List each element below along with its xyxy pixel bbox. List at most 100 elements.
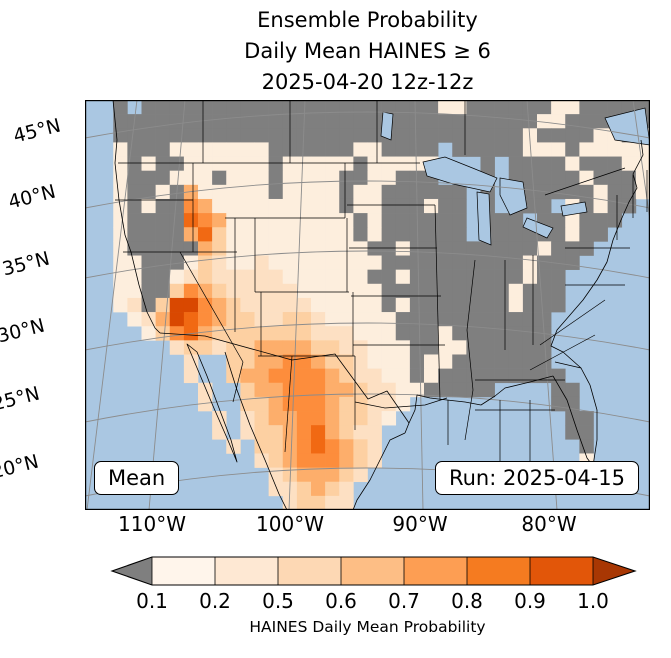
prob-cell <box>424 354 439 369</box>
prob-cell <box>494 213 510 228</box>
prob-cell <box>522 170 538 186</box>
prob-cell <box>480 156 495 171</box>
prob-cell <box>353 340 368 355</box>
prob-cell <box>438 227 453 242</box>
prob-cell <box>296 340 312 355</box>
prob-cell <box>325 198 340 214</box>
map-frame <box>85 100 650 510</box>
prob-cell <box>494 114 510 129</box>
prob-cell <box>551 382 566 398</box>
prob-cell <box>593 184 608 200</box>
prob-cell <box>226 100 241 115</box>
prob-cell <box>226 198 241 214</box>
prob-cell <box>226 255 241 270</box>
prob-cell <box>508 142 524 157</box>
prob-cell <box>282 368 298 384</box>
mexico-gulf-coast <box>352 432 406 510</box>
prob-cell <box>296 467 312 483</box>
graticule <box>85 100 650 510</box>
prob-cell <box>353 170 368 186</box>
prob-cell <box>198 156 213 171</box>
prob-cell <box>381 156 397 171</box>
prob-cell <box>212 340 227 355</box>
prob-cell <box>339 425 354 440</box>
prob-cell <box>593 100 608 115</box>
prob-cell <box>424 312 439 327</box>
prob-cell <box>325 227 340 242</box>
prob-cell <box>212 128 227 143</box>
prob-cell <box>381 198 397 214</box>
prob-cell <box>424 269 439 285</box>
prob-cell <box>296 227 312 242</box>
prob-cell <box>508 156 524 171</box>
prob-cell <box>438 354 453 369</box>
prob-cell <box>183 198 199 214</box>
prob-cell <box>551 156 566 171</box>
prob-cell <box>268 100 284 115</box>
prob-cell <box>579 184 594 200</box>
prob-cell <box>565 128 580 143</box>
prob-cell <box>268 340 284 355</box>
prob-cell <box>226 213 241 228</box>
prob-cell <box>522 156 538 171</box>
prob-cell <box>522 326 538 341</box>
prob-cell <box>438 241 453 256</box>
prob-cell <box>621 170 637 186</box>
lat-tick-label: 20°N <box>0 450 41 484</box>
prob-cell <box>339 312 354 327</box>
prob-cell <box>381 227 397 242</box>
prob-cell <box>409 326 425 341</box>
prob-cell <box>268 184 284 200</box>
prob-cell <box>395 156 411 171</box>
prob-cell <box>198 213 213 228</box>
prob-cell <box>226 142 241 157</box>
prob-cell <box>127 269 142 285</box>
prob-cell <box>381 312 397 327</box>
prob-cell <box>240 312 255 327</box>
prob-cell <box>169 156 185 171</box>
prob-cell <box>367 255 382 270</box>
prob-cell <box>353 326 368 341</box>
prob-cell <box>551 297 566 313</box>
prob-cell <box>395 368 411 384</box>
prob-cell <box>268 481 284 497</box>
prob-cell <box>127 170 142 186</box>
colorbar-under-arrow <box>112 557 152 585</box>
prob-cell <box>409 114 425 129</box>
prob-cell <box>296 184 312 200</box>
colorbar-tick-label: 0.9 <box>514 589 546 613</box>
prob-cell <box>141 326 156 341</box>
prob-cell <box>169 170 185 186</box>
prob-cell <box>381 241 397 256</box>
prob-cell <box>296 255 312 270</box>
prob-cell <box>367 156 382 171</box>
prob-cell <box>381 368 397 384</box>
prob-cell <box>579 114 594 129</box>
prob-cell <box>551 396 566 412</box>
prob-cell <box>494 340 510 355</box>
prob-cell <box>198 283 213 299</box>
prob-cell <box>311 227 326 242</box>
prob-cell <box>353 453 368 468</box>
prob-cell <box>254 326 269 341</box>
prob-cell <box>381 326 397 341</box>
prob-cell <box>268 114 284 129</box>
prob-cell <box>240 227 255 242</box>
prob-cell <box>311 411 326 426</box>
prob-cell <box>424 142 439 157</box>
prob-cell <box>155 156 171 171</box>
prob-cell <box>508 128 524 143</box>
prob-cell <box>339 368 354 384</box>
prob-cell <box>339 495 354 510</box>
prob-cell <box>466 382 481 398</box>
prob-cell <box>353 396 368 412</box>
prob-cell <box>494 100 510 115</box>
prob-cell <box>226 114 241 129</box>
prob-cell <box>198 326 213 341</box>
prob-cell <box>141 269 156 285</box>
prob-cell <box>254 453 269 468</box>
prob-cell <box>551 114 566 129</box>
prob-cell <box>395 100 411 115</box>
prob-cell <box>353 184 368 200</box>
prob-cell <box>226 354 241 369</box>
